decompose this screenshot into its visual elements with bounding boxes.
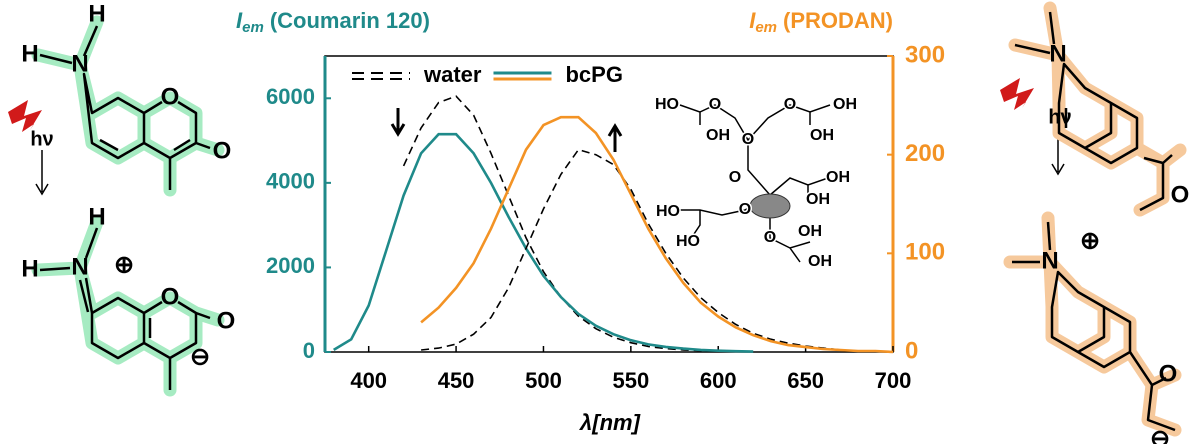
decrease-arrow [390,108,406,137]
y-tick-label: 0 [303,338,315,363]
atom-label: ⊖ [190,343,210,370]
atom-label: N [1041,247,1058,274]
atom-label: HO [655,96,679,113]
legend-label: water [423,62,482,87]
axis-symbol: I [749,8,756,33]
axis-text: (PRODAN) [783,8,893,33]
axis-subscript: em [755,19,777,36]
coumarin-cation-structure [31,215,225,397]
x-tick-label: 650 [787,368,824,393]
reaction-arrow [35,150,49,196]
coumarin-structure [31,15,225,197]
series-line [421,148,894,353]
y2-tick-label: 300 [905,41,945,68]
excitation-label: hν [30,128,53,150]
light-bolt [1000,78,1034,110]
atom-label: HO [676,233,700,250]
atom-label: OH [806,191,830,208]
axis-symbol: I [236,8,243,33]
atom-label: H [21,40,38,67]
atom-label: O [1171,181,1190,208]
x-axis-title: λ[nm] [579,410,641,435]
atom-label: OH [826,169,850,186]
prodan-structure [1008,1,1187,217]
atom-label: O [161,283,180,310]
x-tick-label: 600 [700,368,737,393]
y-tick-label: 6000 [266,84,315,109]
atom-label: HO [656,203,680,220]
axis-subscript: em [242,19,264,36]
y2-tick-label: 0 [905,337,918,364]
atom-label: H [21,255,38,282]
atom-label: N [71,253,88,280]
atom-label: OH [798,223,822,240]
series-line [420,115,894,354]
x-tick-label: 450 [438,368,475,393]
axis-text: (Coumarin 120) [270,8,430,33]
x-tick-label: 400 [350,368,387,393]
atom-label: O [729,169,741,186]
atom-label: O [161,83,180,110]
atom-label: ⊕ [114,251,134,278]
atom-label: O [1159,360,1178,387]
x-tick-label: 700 [875,368,912,393]
atom-label: O [739,201,751,218]
atom-label: O [217,307,236,334]
atom-label: OH [833,96,857,113]
atom-label: OH [810,127,834,144]
atom-label: O [784,96,796,113]
prodan-cation-structure [1003,211,1182,437]
atom-label: O [213,137,232,164]
x-tick-label: 500 [525,368,562,393]
atom-label: ⊕ [1080,227,1100,254]
atom-label: O [764,229,776,246]
dendrimer-structure [679,104,831,263]
excitation-label: hν [1048,106,1071,128]
atom-label: H [88,0,105,27]
atom-label: O [709,96,721,113]
series-line [333,132,754,353]
axis-title: Iem (PRODAN) [749,8,893,36]
y2-tick-label: 200 [905,140,945,167]
increase-arrow [607,123,623,152]
y-tick-label: 2000 [266,253,315,278]
axis-title: Iem (Coumarin 120) [236,8,430,36]
x-tick-label: 550 [612,368,649,393]
y-tick-label: 4000 [266,169,315,194]
legend-label: bcPG [565,62,622,87]
y2-tick-label: 100 [905,239,945,266]
atom-label: O [742,131,754,148]
atom-label: N [71,50,88,77]
light-bolt [8,100,42,132]
atom-label: ⊖ [1150,425,1170,444]
atom-label: OH [706,127,730,144]
atom-label: N [1049,40,1066,67]
atom-label: H [88,203,105,230]
atom-label: OH [808,253,832,270]
core [749,193,791,219]
